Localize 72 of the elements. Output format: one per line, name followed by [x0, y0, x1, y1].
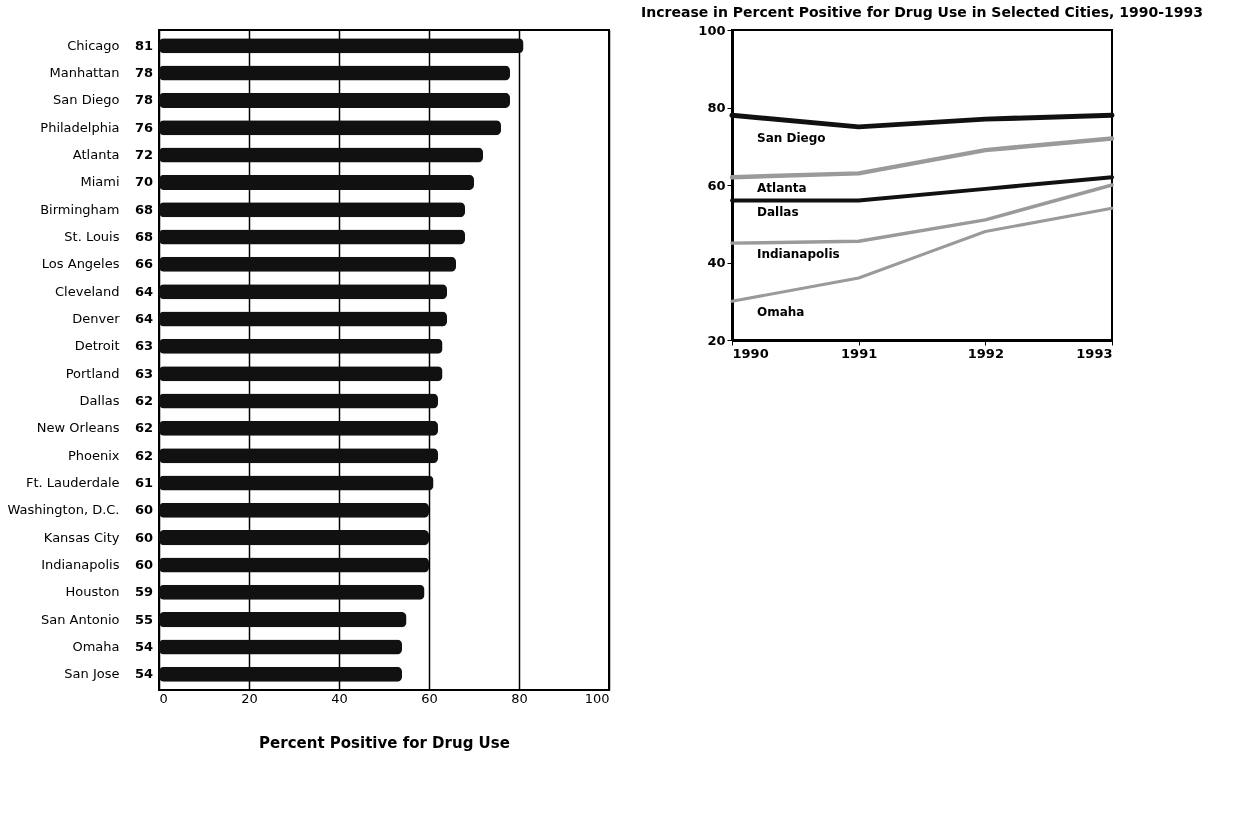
data-label: 60 — [134, 556, 153, 572]
x-tick-label: 1993 — [1076, 345, 1113, 361]
y-tick-label: Cleveland — [55, 283, 120, 299]
y-tick-label: Miami — [80, 174, 120, 190]
data-label: 60 — [134, 529, 153, 545]
y-tick-label: 20 — [707, 332, 726, 348]
y-tick-label: Birmingham — [40, 201, 120, 217]
y-tick-label: San Jose — [64, 666, 120, 682]
y-tick-label: New Orleans — [36, 420, 120, 436]
series-label: Indianapolis — [757, 247, 840, 262]
data-label: 72 — [134, 147, 153, 163]
x-tick-label: 0 — [159, 690, 168, 706]
x-tick-label: 100 — [584, 690, 610, 706]
x-tick-label: 40 — [331, 690, 348, 706]
y-tick-label: Denver — [72, 311, 121, 327]
y-tick-label: Phoenix — [67, 447, 120, 463]
y-tick-label: Portland — [65, 365, 120, 381]
y-tick-label: Philadelphia — [40, 119, 120, 135]
data-label: 78 — [134, 65, 153, 81]
data-label: 68 — [134, 201, 153, 217]
line-series — [730, 183, 1114, 245]
data-label: 54 — [134, 638, 153, 654]
y-tick-label: Indianapolis — [41, 556, 120, 572]
y-tick-label: 40 — [707, 255, 726, 270]
y-tick-label: 60 — [707, 177, 726, 193]
y-tick-label: Washington, D.C. — [7, 502, 120, 518]
y-tick-label: Dallas — [79, 392, 120, 408]
y-tick-label: Kansas City — [43, 529, 120, 545]
y-tick-label: Atlanta — [72, 147, 120, 163]
data-label: 62 — [134, 447, 153, 463]
y-tick-label: Omaha — [72, 638, 120, 654]
y-tick-label: 80 — [707, 100, 726, 115]
data-label: 66 — [134, 256, 153, 272]
x-tick-label: 60 — [421, 690, 438, 706]
data-label: 63 — [134, 365, 153, 381]
data-label: 61 — [134, 474, 153, 490]
y-tick-label: Chicago — [67, 37, 120, 53]
y-tick-label: Houston — [65, 584, 120, 600]
x-tick-label: 1990 — [732, 345, 769, 361]
y-tick-label: San Diego — [53, 92, 120, 108]
series-label: Dallas — [757, 204, 799, 219]
data-label: 81 — [134, 37, 153, 53]
data-label: 62 — [134, 392, 153, 408]
x-tick-label: 1991 — [841, 345, 878, 361]
data-label: 63 — [134, 338, 153, 354]
data-label: 78 — [134, 92, 153, 108]
data-label: 64 — [134, 311, 153, 327]
data-label: 54 — [134, 666, 153, 682]
data-label: 62 — [134, 420, 153, 436]
chart-title: Increase in Percent Positive for Drug Use in Selected Cities, 1990-1993 — [641, 4, 1203, 20]
y-tick-label: Manhattan — [49, 65, 120, 81]
x-tick-label: 1992 — [967, 345, 1004, 361]
data-label: 60 — [134, 502, 153, 518]
line-series — [730, 206, 1114, 303]
y-tick-label: St. Louis — [64, 229, 120, 245]
series-label: Omaha — [757, 305, 805, 320]
data-label: 68 — [134, 229, 153, 245]
y-tick-label: Ft. Lauderdale — [26, 474, 120, 490]
data-label: 59 — [134, 584, 153, 600]
data-label: 55 — [134, 611, 153, 627]
data-label: 70 — [134, 174, 153, 190]
y-tick-label: Detroit — [74, 338, 120, 354]
y-tick-label: Los Angeles — [41, 256, 120, 272]
y-tick-label: 100 — [698, 22, 726, 38]
x-tick-label: 20 — [241, 690, 258, 706]
x-axis-title: Percent Positive for Drug Use — [259, 733, 510, 752]
series-label: Atlanta — [757, 181, 807, 196]
y-tick-label: San Antonio — [40, 611, 120, 627]
x-tick-label: 80 — [511, 690, 528, 706]
data-label: 64 — [134, 283, 153, 299]
data-label: 76 — [134, 119, 153, 135]
series-label: San Diego — [757, 130, 826, 145]
